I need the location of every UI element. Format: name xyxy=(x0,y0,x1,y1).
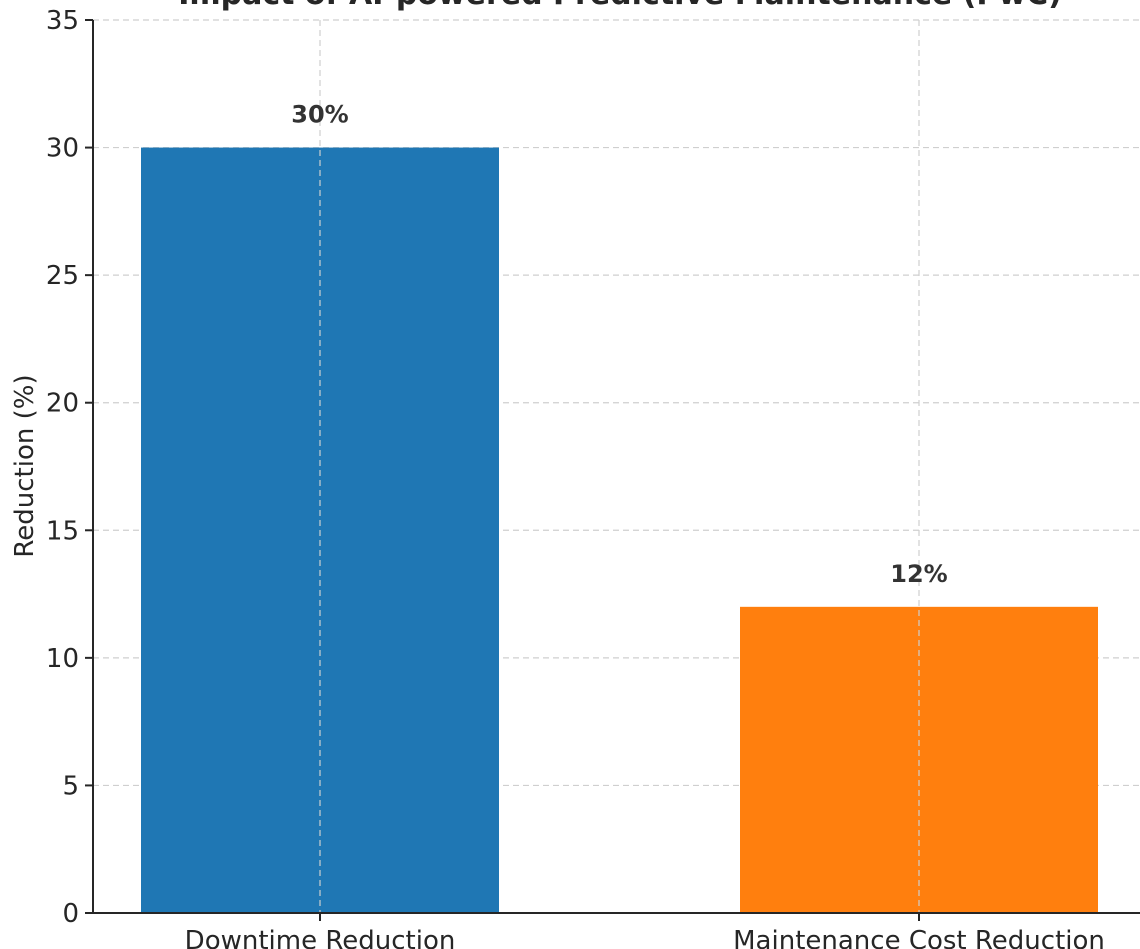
y-tick-label: 30 xyxy=(46,134,79,164)
y-tick-label: 20 xyxy=(46,389,79,419)
y-tick-label: 15 xyxy=(46,516,79,546)
y-tick-label: 10 xyxy=(46,644,79,674)
data-labels: 30% 12% xyxy=(291,101,947,588)
y-tick-label: 0 xyxy=(62,899,79,929)
vertical-grid-lines xyxy=(319,20,920,913)
y-tick-label: 25 xyxy=(46,261,79,291)
y-axis-label: Reduction (%) xyxy=(10,374,40,557)
chart-title: Impact of AI-powered Predictive Maintena… xyxy=(178,0,1062,12)
data-label: 12% xyxy=(890,560,947,588)
y-tick-label: 35 xyxy=(46,6,79,36)
x-tick-label: Maintenance Cost Reduction xyxy=(733,926,1105,949)
x-tick-label: Downtime Reduction xyxy=(185,926,456,949)
axes xyxy=(85,19,1140,921)
y-tick-labels: 0 5 10 15 20 25 30 35 xyxy=(46,6,79,929)
data-label: 30% xyxy=(291,101,348,129)
y-tick-label: 5 xyxy=(62,771,79,801)
x-tick-labels: Downtime Reduction Maintenance Cost Reduc… xyxy=(185,926,1105,949)
